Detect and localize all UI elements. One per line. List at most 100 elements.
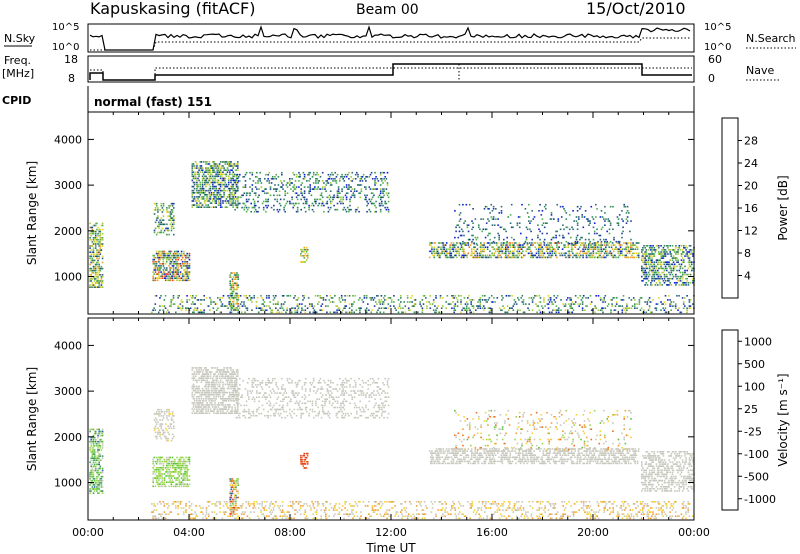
heatmap-cell <box>101 224 104 227</box>
heatmap-cell <box>236 303 238 305</box>
heatmap-cell <box>198 408 200 410</box>
heatmap-cell <box>325 299 327 301</box>
heatmap-cell <box>341 173 343 176</box>
heatmap-cell <box>602 311 604 314</box>
heatmap-cell <box>317 303 319 305</box>
heatmap-cell <box>452 244 455 246</box>
heatmap-cell <box>625 222 628 224</box>
heatmap-cell <box>525 303 527 305</box>
heatmap-cell <box>215 303 218 305</box>
heatmap-cell <box>619 244 622 246</box>
heatmap-cell <box>594 252 597 255</box>
heatmap-cell <box>208 200 211 202</box>
heatmap-cell <box>158 265 160 267</box>
heatmap-cell <box>171 460 174 463</box>
heatmap-cell <box>89 484 91 486</box>
heatmap-cell <box>639 309 642 311</box>
heatmap-cell <box>594 305 596 307</box>
heatmap-cell <box>482 244 484 246</box>
heatmap-cell <box>556 242 558 244</box>
heatmap-cell <box>210 303 212 305</box>
heatmap-cell <box>464 242 466 244</box>
heatmap-cell <box>162 215 165 217</box>
heatmap-cell <box>534 295 536 297</box>
heatmap-cell <box>183 458 185 461</box>
heatmap-cell <box>97 488 99 490</box>
heatmap-cell <box>337 307 340 309</box>
heatmap-cell <box>234 189 237 192</box>
heatmap-cell <box>171 225 174 228</box>
heatmap-cell <box>212 179 214 182</box>
heatmap-cell <box>273 204 275 207</box>
heatmap-cell <box>365 295 368 297</box>
heatmap-cell <box>412 305 415 307</box>
heatmap-cell <box>303 295 305 297</box>
heatmap-cell <box>262 208 265 211</box>
heatmap-cell <box>670 263 673 266</box>
heatmap-cell <box>549 297 552 299</box>
heatmap-cell <box>90 269 92 272</box>
heatmap-cell <box>383 194 385 197</box>
heatmap-cell <box>326 202 329 205</box>
heatmap-cell <box>393 295 395 297</box>
heatmap-cell <box>260 295 262 297</box>
heatmap-cell <box>366 176 368 178</box>
heatmap-cell <box>440 252 442 255</box>
heatmap-cell <box>608 252 610 255</box>
heatmap-cell <box>291 178 293 180</box>
heatmap-cell <box>354 208 357 211</box>
heatmap-cell <box>675 259 677 261</box>
heatmap-cell <box>439 254 441 257</box>
heatmap-cell <box>598 256 600 259</box>
heatmap-cell <box>166 415 168 417</box>
heatmap-cell <box>337 186 340 188</box>
heatmap-cell <box>456 224 458 226</box>
heatmap-cell <box>517 248 520 250</box>
heatmap-cell <box>169 217 172 219</box>
heatmap-cell <box>331 297 334 299</box>
heatmap-cell <box>158 271 160 273</box>
heatmap-cell <box>540 244 542 246</box>
heatmap-cell <box>183 250 185 253</box>
heatmap-cell <box>491 218 494 220</box>
heatmap-cell <box>293 184 296 186</box>
heatmap-cell <box>587 218 589 220</box>
heatmap-cell <box>237 189 239 192</box>
heatmap-cell <box>365 297 368 299</box>
heatmap-cell <box>570 307 572 309</box>
heatmap-cell <box>90 230 92 233</box>
heatmap-cell <box>177 267 179 269</box>
heatmap-cell <box>155 481 158 483</box>
heatmap-cell <box>178 277 181 279</box>
heatmap-cell <box>592 254 595 257</box>
heatmap-cell <box>286 309 288 311</box>
heatmap-cell <box>193 400 196 402</box>
heatmap-cell <box>345 305 347 307</box>
heatmap-cell <box>615 246 617 248</box>
heatmap-cell <box>89 447 91 449</box>
heatmap-cell <box>195 309 197 311</box>
heatmap-cell <box>516 256 518 259</box>
heatmap-cell <box>233 187 236 190</box>
heatmap-cell <box>538 228 540 231</box>
heatmap-cell <box>217 189 220 192</box>
noise-sky-trace <box>89 25 691 51</box>
heatmap-cell <box>184 275 186 277</box>
heatmap-cell <box>417 311 419 314</box>
heatmap-cell <box>173 227 175 230</box>
heatmap-cell <box>179 271 182 273</box>
heatmap-cell <box>375 176 377 178</box>
heatmap-cell <box>606 254 608 257</box>
heatmap-cell <box>152 473 154 475</box>
heatmap-cell <box>188 273 191 275</box>
heatmap-cell <box>469 311 471 314</box>
heatmap-cell <box>266 206 268 209</box>
heatmap-cell <box>614 254 616 257</box>
heatmap-cell <box>98 286 100 288</box>
heatmap-cell <box>634 305 636 307</box>
heatmap-cell <box>527 246 530 248</box>
heatmap-cell <box>176 269 178 271</box>
heatmap-cell <box>93 449 96 451</box>
heatmap-cell <box>431 246 433 248</box>
heatmap-cell <box>89 222 91 225</box>
